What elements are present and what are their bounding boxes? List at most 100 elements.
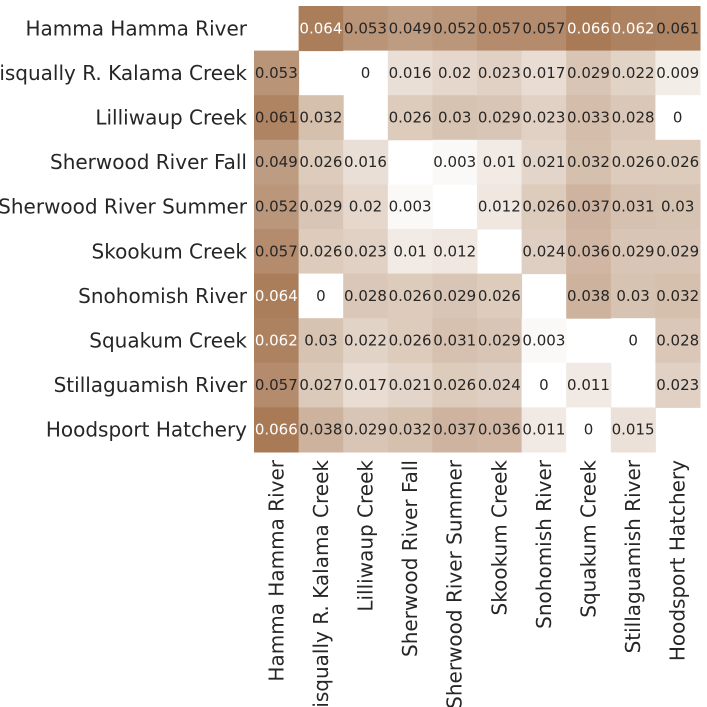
cell-value-label: 0.028 bbox=[656, 332, 699, 350]
heatmap-cell bbox=[298, 229, 344, 275]
cell-value-label: 0.037 bbox=[567, 198, 610, 216]
cell-value-label: 0.01 bbox=[393, 242, 426, 260]
heatmap-cell bbox=[387, 95, 433, 141]
cell-value-label: 0.061 bbox=[656, 19, 699, 37]
heatmap-cell bbox=[343, 229, 389, 275]
heatmap-cell bbox=[387, 6, 433, 52]
cell-value-label: 0.026 bbox=[656, 153, 699, 171]
heatmap-cell bbox=[477, 362, 523, 408]
heatmap-cell bbox=[254, 407, 300, 453]
cell-value-label: 0.053 bbox=[255, 64, 298, 82]
heatmap-cell bbox=[521, 229, 567, 275]
cell-value-label: 0.026 bbox=[299, 153, 342, 171]
cell-value-label: 0.012 bbox=[433, 242, 476, 260]
heatmap-cell bbox=[254, 139, 300, 185]
cell-value-label: 0.02 bbox=[349, 198, 382, 216]
heatmap-cell bbox=[387, 273, 433, 319]
heatmap-cell bbox=[566, 184, 612, 230]
column-label-nisqually-r-kalama-creek: Nisqually R. Kalama Creek bbox=[309, 460, 333, 707]
heatmap-cell bbox=[343, 184, 389, 230]
heatmap-cell bbox=[566, 362, 612, 408]
heatmap-cell bbox=[521, 362, 567, 408]
heatmap-cell bbox=[521, 184, 567, 230]
heatmap-cell bbox=[477, 139, 523, 185]
heatmap-cell bbox=[566, 139, 612, 185]
heatmap-cell bbox=[298, 6, 344, 52]
heatmap-cell bbox=[343, 6, 389, 52]
column-label-squakum-creek: Squakum Creek bbox=[577, 460, 601, 618]
cell-value-label: 0.023 bbox=[656, 376, 699, 394]
cell-value-label: 0.064 bbox=[299, 19, 342, 37]
cell-value-label: 0.049 bbox=[255, 153, 298, 171]
heatmap-cell bbox=[298, 95, 344, 141]
cell-value-label: 0.016 bbox=[389, 64, 432, 82]
heatmap-cell bbox=[343, 318, 389, 364]
row-label-sherwood-river-fall: Sherwood River Fall bbox=[50, 150, 247, 174]
heatmap-cell bbox=[298, 139, 344, 185]
cell-value-label: 0.032 bbox=[389, 421, 432, 439]
heatmap-cell bbox=[432, 273, 478, 319]
heatmap-cell bbox=[521, 318, 567, 364]
cell-value-label: 0.021 bbox=[389, 376, 432, 394]
heatmap-cell bbox=[432, 407, 478, 453]
cell-value-label: 0 bbox=[539, 376, 549, 394]
heatmap-cell bbox=[254, 318, 300, 364]
cell-value-label: 0.029 bbox=[478, 332, 521, 350]
cell-value-label: 0.011 bbox=[522, 421, 565, 439]
heatmap-cell bbox=[343, 362, 389, 408]
heatmap-cell bbox=[655, 184, 701, 230]
heatmap-cell bbox=[477, 50, 523, 96]
cell-value-label: 0.029 bbox=[567, 64, 610, 82]
cell-value-label: 0.01 bbox=[483, 153, 516, 171]
heatmap-cell bbox=[343, 407, 389, 453]
cell-value-label: 0.026 bbox=[389, 332, 432, 350]
cell-value-label: 0.062 bbox=[612, 19, 655, 37]
heatmap-cell bbox=[387, 184, 433, 230]
cell-value-label: 0.029 bbox=[299, 198, 342, 216]
cell-value-label: 0.003 bbox=[389, 198, 432, 216]
cell-value-label: 0.033 bbox=[567, 109, 610, 127]
heatmap-cell bbox=[432, 50, 478, 96]
row-label-squakum-creek: Squakum Creek bbox=[89, 329, 247, 353]
cell-value-label: 0.026 bbox=[389, 287, 432, 305]
cell-value-label: 0.061 bbox=[255, 109, 298, 127]
cell-value-label: 0.064 bbox=[255, 287, 298, 305]
cell-value-label: 0.032 bbox=[299, 109, 342, 127]
heatmap-cell bbox=[343, 139, 389, 185]
cell-value-label: 0.028 bbox=[612, 109, 655, 127]
cell-value-label: 0.031 bbox=[433, 332, 476, 350]
heatmap-cell bbox=[387, 318, 433, 364]
cell-value-label: 0.03 bbox=[438, 109, 471, 127]
heatmap-cell bbox=[655, 139, 701, 185]
cell-value-label: 0.052 bbox=[433, 19, 476, 37]
heatmap-cell bbox=[521, 139, 567, 185]
heatmap-cell bbox=[254, 95, 300, 141]
heatmap-cell bbox=[254, 362, 300, 408]
heatmap-cell bbox=[387, 362, 433, 408]
cell-value-label: 0.017 bbox=[344, 376, 387, 394]
cell-value-label: 0.036 bbox=[567, 242, 610, 260]
cell-value-label: 0.015 bbox=[612, 421, 655, 439]
heatmap-cell bbox=[655, 273, 701, 319]
cell-value-label: 0.021 bbox=[522, 153, 565, 171]
row-label-snohomish-river: Snohomish River bbox=[78, 284, 248, 308]
cell-value-label: 0.003 bbox=[522, 332, 565, 350]
row-labels: Hamma Hamma River Nisqually R. Kalama Cre… bbox=[0, 16, 248, 441]
cell-value-label: 0.022 bbox=[344, 332, 387, 350]
heatmap-cell bbox=[432, 95, 478, 141]
cell-value-label: 0.066 bbox=[567, 19, 610, 37]
cell-value-label: 0.026 bbox=[478, 287, 521, 305]
cell-value-label: 0.026 bbox=[299, 242, 342, 260]
heatmap-cell bbox=[298, 407, 344, 453]
cell-value-label: 0.038 bbox=[567, 287, 610, 305]
heatmap-cell bbox=[610, 139, 656, 185]
heatmap-cell bbox=[298, 318, 344, 364]
cell-value-label: 0.057 bbox=[522, 19, 565, 37]
cell-value-label: 0.029 bbox=[478, 109, 521, 127]
cell-value-label: 0.029 bbox=[656, 242, 699, 260]
cell-value-label: 0.032 bbox=[567, 153, 610, 171]
cell-value-label: 0.017 bbox=[522, 64, 565, 82]
heatmap-cell bbox=[610, 273, 656, 319]
heatmap-cell bbox=[432, 6, 478, 52]
